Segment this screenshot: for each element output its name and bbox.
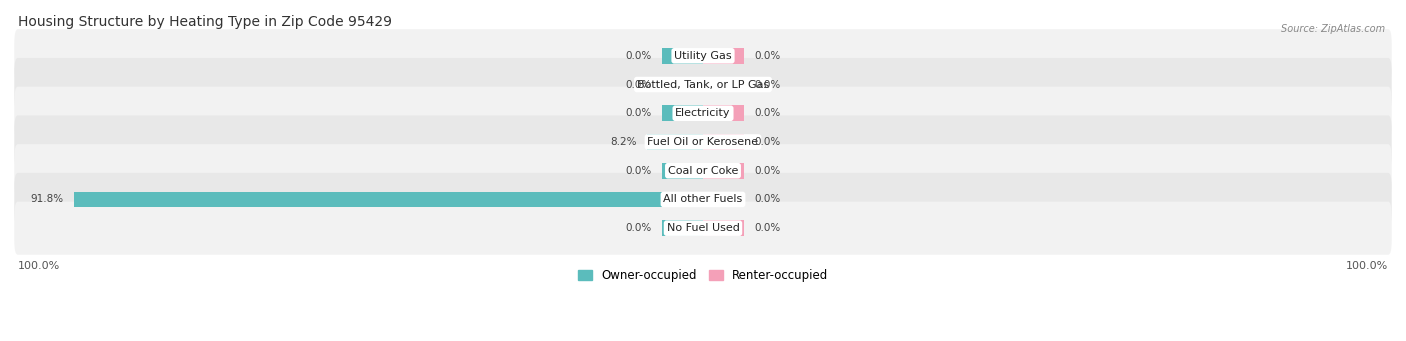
Legend: Owner-occupied, Renter-occupied: Owner-occupied, Renter-occupied [572, 265, 834, 287]
Text: 100.0%: 100.0% [1346, 261, 1388, 271]
Bar [703, 163, 744, 179]
Text: 0.0%: 0.0% [626, 108, 651, 118]
Bar [703, 105, 744, 121]
Text: 0.0%: 0.0% [626, 79, 651, 90]
Text: No Fuel Used: No Fuel Used [666, 223, 740, 233]
Text: 91.8%: 91.8% [31, 194, 63, 205]
Bar [703, 48, 744, 64]
Bar [703, 192, 744, 207]
Text: 0.0%: 0.0% [755, 166, 780, 176]
FancyBboxPatch shape [14, 87, 1392, 140]
Text: 8.2%: 8.2% [610, 137, 637, 147]
Text: Fuel Oil or Kerosene: Fuel Oil or Kerosene [647, 137, 759, 147]
Text: 0.0%: 0.0% [755, 194, 780, 205]
Text: Housing Structure by Heating Type in Zip Code 95429: Housing Structure by Heating Type in Zip… [18, 15, 392, 29]
Text: 0.0%: 0.0% [626, 166, 651, 176]
Text: All other Fuels: All other Fuels [664, 194, 742, 205]
Bar [703, 77, 744, 92]
Text: 0.0%: 0.0% [755, 223, 780, 233]
Bar [662, 105, 703, 121]
Text: 0.0%: 0.0% [755, 51, 780, 61]
Text: 0.0%: 0.0% [755, 108, 780, 118]
Bar [662, 77, 703, 92]
Text: 0.0%: 0.0% [626, 51, 651, 61]
Bar [662, 220, 703, 236]
Text: Electricity: Electricity [675, 108, 731, 118]
Text: 100.0%: 100.0% [18, 261, 60, 271]
Bar [662, 163, 703, 179]
Text: Source: ZipAtlas.com: Source: ZipAtlas.com [1281, 24, 1385, 34]
Text: 0.0%: 0.0% [755, 79, 780, 90]
Bar [75, 192, 703, 207]
FancyBboxPatch shape [14, 58, 1392, 111]
FancyBboxPatch shape [14, 202, 1392, 255]
Text: Utility Gas: Utility Gas [675, 51, 731, 61]
Bar [662, 48, 703, 64]
FancyBboxPatch shape [14, 29, 1392, 83]
Bar [703, 134, 744, 150]
FancyBboxPatch shape [14, 173, 1392, 226]
Text: 0.0%: 0.0% [626, 223, 651, 233]
FancyBboxPatch shape [14, 144, 1392, 197]
FancyBboxPatch shape [14, 115, 1392, 168]
Bar [647, 134, 703, 150]
Text: Bottled, Tank, or LP Gas: Bottled, Tank, or LP Gas [637, 79, 769, 90]
Text: Coal or Coke: Coal or Coke [668, 166, 738, 176]
Text: 0.0%: 0.0% [755, 137, 780, 147]
Bar [703, 220, 744, 236]
